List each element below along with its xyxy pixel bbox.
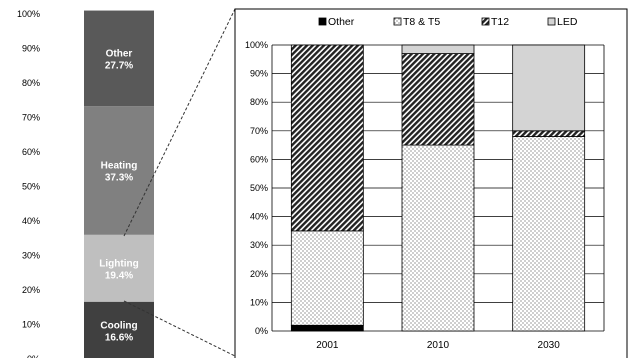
right-stacked-chart: 0% 10% 20% 30% 40% 50% 60% 70% 80% 90% 100% 2001 201… bbox=[245, 40, 605, 351]
left-y-tick-label: 10% bbox=[22, 320, 40, 330]
right-bar-segment bbox=[401, 53, 475, 146]
right-y-tick-label: 70% bbox=[250, 126, 268, 136]
legend-label: T12 bbox=[491, 16, 509, 28]
left-y-tick-label: 30% bbox=[22, 251, 40, 261]
left-bar-segment bbox=[84, 234, 154, 302]
right-y-tick-label: 40% bbox=[250, 212, 268, 222]
left-segment-value: 27.7% bbox=[105, 60, 133, 71]
left-y-tick-label: 60% bbox=[22, 147, 40, 157]
right-bar-segment bbox=[512, 44, 586, 132]
right-y-tick-label: 60% bbox=[250, 154, 268, 164]
left-bar-segment bbox=[84, 10, 154, 107]
right-bar-segment bbox=[512, 130, 586, 137]
left-segment-label: Other bbox=[106, 48, 133, 59]
zoom-connector-bottom bbox=[123, 300, 236, 357]
right-y-tick-label: 10% bbox=[250, 297, 268, 307]
left-segment-value: 16.6% bbox=[105, 332, 133, 343]
right-bar-segment bbox=[512, 136, 586, 332]
right-bar-segment bbox=[290, 324, 364, 332]
right-y-tick-label: 80% bbox=[250, 97, 268, 107]
legend-swatch bbox=[481, 17, 490, 26]
legend-label: T8 & T5 bbox=[403, 16, 440, 28]
right-y-tick-label: 30% bbox=[250, 240, 268, 250]
legend: Other T8 & T5 T12 LED bbox=[318, 16, 578, 28]
left-segment-value: 19.4% bbox=[105, 270, 133, 281]
right-bar-segment bbox=[401, 144, 475, 332]
right-y-tick-label: 100% bbox=[245, 40, 268, 50]
left-bar-segment bbox=[84, 301, 154, 358]
right-x-tick-label: 2030 bbox=[538, 340, 561, 351]
zoom-connector-top bbox=[123, 8, 236, 237]
right-bar-segment bbox=[290, 230, 364, 326]
left-stacked-chart: 0% 10% 20% 30% 40% 50% 60% 70% 80% 90% 100% Cooling… bbox=[17, 9, 154, 358]
left-segment-label: Cooling bbox=[100, 320, 137, 331]
left-segment-value: 37.3% bbox=[105, 172, 133, 183]
left-y-tick-label: 50% bbox=[22, 182, 40, 192]
left-y-tick-label: 40% bbox=[22, 216, 40, 226]
right-y-tick-label: 50% bbox=[250, 183, 268, 193]
right-x-tick-label: 2001 bbox=[316, 340, 339, 351]
left-segment-label: Heating bbox=[101, 160, 138, 171]
right-bar-segment bbox=[290, 44, 364, 232]
legend-swatch bbox=[547, 17, 556, 26]
left-segment-label: Lighting bbox=[99, 258, 138, 269]
left-y-tick-label: 0% bbox=[27, 354, 40, 358]
legend-label: Other bbox=[328, 16, 355, 28]
right-y-tick-label: 0% bbox=[255, 326, 268, 336]
left-y-tick-label: 100% bbox=[17, 9, 40, 19]
right-bar-segment bbox=[401, 44, 475, 54]
right-y-tick-label: 20% bbox=[250, 269, 268, 279]
left-y-tick-label: 70% bbox=[22, 113, 40, 123]
left-y-tick-label: 90% bbox=[22, 44, 40, 54]
legend-swatch bbox=[393, 17, 402, 26]
legend-swatch bbox=[318, 17, 327, 26]
right-y-tick-label: 90% bbox=[250, 69, 268, 79]
left-y-tick-label: 80% bbox=[22, 78, 40, 88]
left-y-tick-label: 20% bbox=[22, 285, 40, 295]
left-bar-segment bbox=[84, 106, 154, 235]
right-x-tick-label: 2010 bbox=[427, 340, 450, 351]
legend-label: LED bbox=[557, 16, 578, 28]
